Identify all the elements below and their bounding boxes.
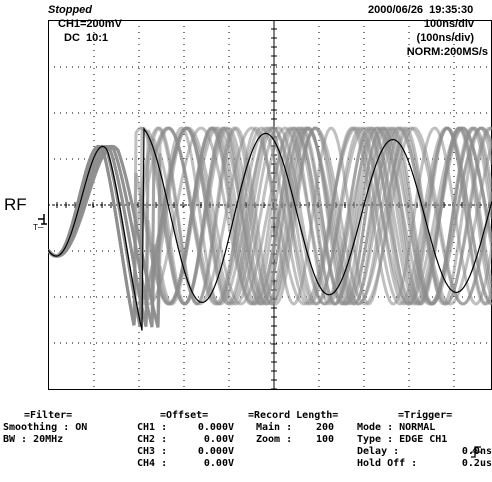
datetime: 2000/06/26 19:35:30 — [368, 4, 474, 16]
trace-envelope — [48, 126, 492, 328]
offset-ch2-value: 0.00V — [203, 434, 234, 445]
channel-label: RF — [4, 195, 27, 214]
ch1-coupling: DC 10:1 — [64, 32, 109, 44]
waveform-display — [48, 20, 492, 390]
record-zoom-value: 100 — [315, 434, 334, 445]
trigger-delay-label: Delay : — [357, 446, 400, 457]
offset-ch1-label: CH1 : — [137, 422, 168, 433]
trace-sweep — [48, 126, 492, 328]
trigger-type: Type : EDGE CH1 — [357, 434, 448, 445]
waveform-svg — [48, 20, 492, 390]
trigger-mode: Mode : NORMAL — [357, 422, 436, 433]
trigger-title: =Trigger= — [398, 410, 453, 421]
record-main-label: Main : — [256, 422, 293, 433]
record-length-title: =Record Length= — [248, 410, 339, 421]
filter-title: =Filter= — [24, 410, 73, 421]
sample-mode: NORM:200MS/s — [406, 46, 488, 58]
trace-reference — [48, 126, 492, 331]
trigger-holdoff-value: 0.2us — [461, 458, 492, 469]
bandwidth-setting: BW : 20MHz — [3, 434, 64, 445]
trigger-marker-icon: T─ — [33, 223, 44, 232]
trigger-delay-value: 0.0ns — [461, 446, 492, 457]
record-zoom-label: Zoom : — [256, 434, 293, 445]
offset-ch4-label: CH4 : — [137, 458, 168, 469]
trace-sweep — [48, 126, 492, 328]
offset-title: =Offset= — [160, 410, 209, 421]
offset-ch3-value: 0.000V — [197, 446, 234, 457]
record-main-value: 200 — [315, 422, 334, 433]
offset-ch1-value: 0.000V — [197, 422, 234, 433]
offset-ch3-label: CH3 : — [137, 446, 168, 457]
trace-sweep — [48, 126, 492, 326]
rising-edge-icon — [463, 433, 483, 462]
trace-sweep — [48, 126, 492, 327]
timebase-main: (100ns/div) — [416, 32, 474, 44]
offset-ch4-value: 0.00V — [203, 458, 234, 469]
trigger-holdoff-label: Hold Off : — [357, 458, 418, 469]
offset-ch2-label: CH2 : — [137, 434, 168, 445]
ground-marker-icon — [31, 200, 51, 229]
smoothing-setting: Smoothing : ON — [3, 422, 88, 433]
run-status: Stopped — [48, 4, 92, 16]
